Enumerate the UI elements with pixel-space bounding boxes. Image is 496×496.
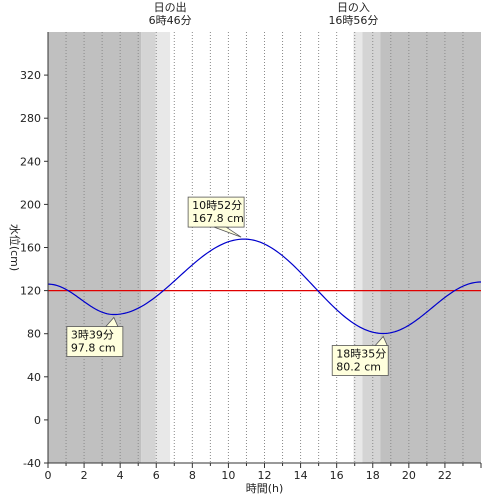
sunrise-time: 6時46分 — [149, 14, 192, 27]
annotation-box — [66, 326, 124, 357]
y-tick-label: 200 — [20, 198, 41, 211]
x-tick-label: 10 — [221, 469, 235, 482]
y-tick-label: -40 — [23, 457, 41, 470]
water-level-line — [47, 238, 482, 335]
annotation-value: 167.8 cm — [192, 212, 244, 225]
axis-ticks: -40 0 40 80 120 160 200 240 280 320 0 2 4 6 8 10 12 14 16 1… — [20, 69, 482, 482]
band-2 — [155, 32, 171, 463]
x-tick-label: 4 — [117, 469, 124, 482]
band-4 — [353, 32, 363, 463]
y-tick-label: 280 — [20, 112, 41, 125]
annotation-pointer — [374, 335, 388, 346]
x-tick-label: 8 — [189, 469, 196, 482]
annotation-time: 18時35分 — [336, 347, 386, 360]
annotation-pointer — [104, 316, 119, 327]
x-tick-label: 0 — [45, 469, 52, 482]
x-tick-label: 6 — [153, 469, 160, 482]
y-tick-label: 240 — [20, 155, 41, 168]
y-tick-label: 40 — [27, 371, 41, 384]
sun-labels: 日の出 6時46分 日の入 16時56分 — [149, 0, 379, 27]
annotation-value: 97.8 cm — [71, 342, 116, 355]
x-axis-label: 時間(h) — [246, 482, 284, 495]
x-tick-label: 20 — [402, 469, 416, 482]
x-tick-label: 22 — [438, 469, 452, 482]
sunrise-label: 日の出 — [154, 0, 187, 14]
band-0 — [48, 32, 142, 463]
annotation-pointer — [213, 226, 242, 238]
x-tick-label: 14 — [294, 469, 308, 482]
y-tick-label: 160 — [20, 242, 41, 255]
y-tick-label: 120 — [20, 285, 41, 298]
sunset-label: 日の入 — [337, 1, 370, 14]
water-level-series — [47, 238, 482, 335]
x-tick-label: 16 — [330, 469, 344, 482]
band-6 — [380, 32, 481, 463]
annotation-time: 10時52分 — [192, 199, 242, 212]
y-tick-label: 320 — [20, 69, 41, 82]
band-5 — [362, 32, 381, 463]
band-3 — [170, 32, 354, 463]
x-tick-label: 12 — [258, 469, 272, 482]
annotation-time: 3時39分 — [71, 329, 114, 342]
annotation-box — [331, 345, 389, 376]
y-tick-label: 80 — [27, 328, 41, 341]
sunset-time: 16時56分 — [328, 14, 378, 27]
annotation-value: 80.2 cm — [336, 360, 381, 373]
annotation-box — [187, 196, 245, 228]
x-tick-label: 18 — [366, 469, 380, 482]
y-axis-label: 水位(cm) — [8, 224, 22, 271]
y-tick-label: 0 — [34, 414, 41, 427]
x-tick-label: 2 — [81, 469, 88, 482]
band-1 — [141, 32, 156, 463]
